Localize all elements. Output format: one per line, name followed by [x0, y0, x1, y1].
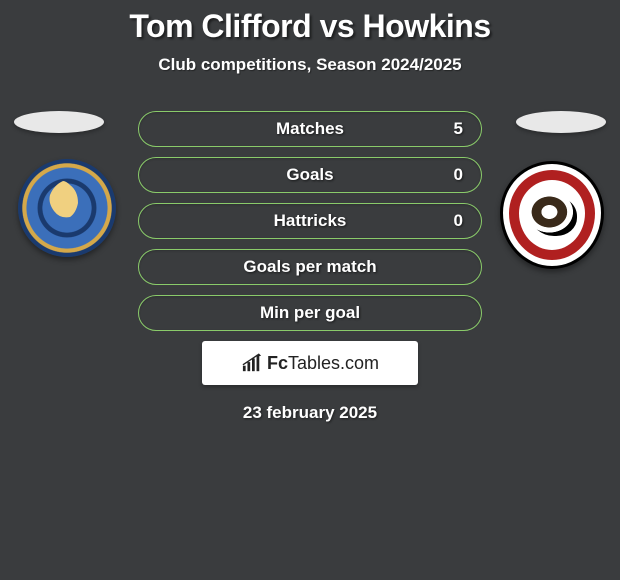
stat-value-right: 0	[454, 211, 463, 231]
stat-value-right: 5	[454, 119, 463, 139]
bars-chart-icon	[241, 353, 263, 373]
stat-row: Goals 0	[138, 157, 482, 193]
stat-row: Min per goal	[138, 295, 482, 331]
comparison-title: Tom Clifford vs Howkins	[0, 0, 620, 45]
stat-label: Matches	[276, 119, 344, 139]
comparison-subtitle: Club competitions, Season 2024/2025	[0, 55, 620, 75]
stat-row: Hattricks 0	[138, 203, 482, 239]
stat-label: Min per goal	[260, 303, 360, 323]
player-halo-left	[14, 111, 104, 133]
stat-row: Matches 5	[138, 111, 482, 147]
site-logo-text: FcTables.com	[267, 353, 379, 374]
stat-label: Hattricks	[274, 211, 347, 231]
stat-label: Goals	[286, 165, 333, 185]
club-badge-left	[18, 159, 116, 257]
stat-row: Goals per match	[138, 249, 482, 285]
stat-value-right: 0	[454, 165, 463, 185]
site-logo[interactable]: FcTables.com	[202, 341, 418, 385]
comparison-date: 23 february 2025	[0, 403, 620, 423]
comparison-content: Matches 5 Goals 0 Hattricks 0 Goals per …	[0, 111, 620, 423]
stat-label: Goals per match	[243, 257, 376, 277]
player-halo-right	[516, 111, 606, 133]
club-badge-right	[500, 161, 604, 269]
stats-list: Matches 5 Goals 0 Hattricks 0 Goals per …	[138, 111, 482, 331]
